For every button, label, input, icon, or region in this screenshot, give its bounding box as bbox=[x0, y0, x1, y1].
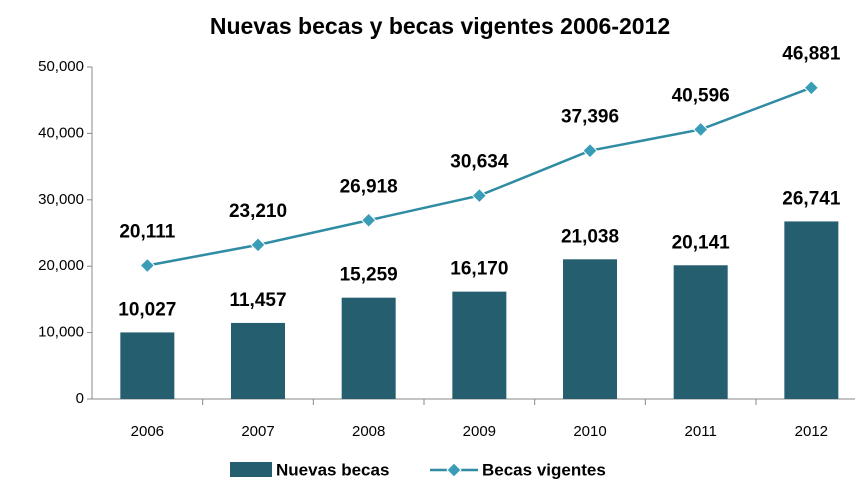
bar-value-label: 16,170 bbox=[450, 259, 508, 280]
y-tick-label: 20,000 bbox=[38, 257, 84, 274]
bar bbox=[231, 322, 286, 399]
bar bbox=[341, 297, 396, 399]
line-marker bbox=[139, 257, 156, 274]
bar-value-label: 21,038 bbox=[561, 226, 619, 247]
bar-value-label: 20,141 bbox=[672, 232, 731, 253]
x-tick-label: 2009 bbox=[463, 423, 496, 440]
bar-value-label: 11,457 bbox=[229, 290, 286, 311]
y-tick-label: 10,000 bbox=[38, 324, 84, 341]
x-tick-label: 2007 bbox=[241, 423, 274, 440]
x-tick-label: 2011 bbox=[685, 423, 717, 440]
x-tick-label: 2010 bbox=[573, 423, 606, 440]
y-tick-label: 0 bbox=[76, 390, 84, 407]
chart-title: Nuevas becas y becas vigentes 2006-2012 bbox=[210, 13, 670, 39]
bar-value-label: 26,741 bbox=[782, 188, 841, 209]
legend-label: Becas vigentes bbox=[482, 460, 606, 479]
line-marker bbox=[250, 237, 266, 253]
line-marker bbox=[471, 187, 488, 204]
bar-value-label: 15,259 bbox=[340, 265, 398, 286]
bar-value-label: 10,027 bbox=[118, 299, 176, 320]
bar bbox=[120, 332, 175, 399]
x-tick-label: 2006 bbox=[131, 423, 164, 440]
line-value-label: 30,634 bbox=[450, 152, 509, 173]
bar bbox=[563, 259, 618, 399]
line-marker bbox=[360, 212, 377, 228]
line-value-label: 40,596 bbox=[672, 85, 730, 106]
legend-swatch bbox=[230, 462, 272, 477]
x-tick-label: 2008 bbox=[352, 423, 385, 440]
line-value-label: 23,210 bbox=[229, 201, 287, 222]
line-value-label: 26,918 bbox=[340, 176, 398, 197]
y-tick-label: 30,000 bbox=[38, 191, 84, 208]
line-marker bbox=[803, 80, 820, 96]
bar bbox=[784, 221, 839, 399]
x-tick-label: 2012 bbox=[795, 423, 828, 440]
bar bbox=[673, 265, 728, 399]
line-value-label: 37,396 bbox=[561, 107, 619, 128]
line-marker bbox=[582, 142, 598, 159]
bar bbox=[452, 291, 507, 399]
y-tick-label: 40,000 bbox=[38, 124, 84, 141]
legend-swatch bbox=[446, 462, 462, 478]
line-marker bbox=[692, 121, 709, 138]
legend-label: Nuevas becas bbox=[276, 460, 389, 479]
y-tick-label: 50,000 bbox=[38, 58, 84, 75]
line-value-label: 46,881 bbox=[782, 44, 841, 65]
line-value-label: 20,111 bbox=[119, 221, 175, 242]
